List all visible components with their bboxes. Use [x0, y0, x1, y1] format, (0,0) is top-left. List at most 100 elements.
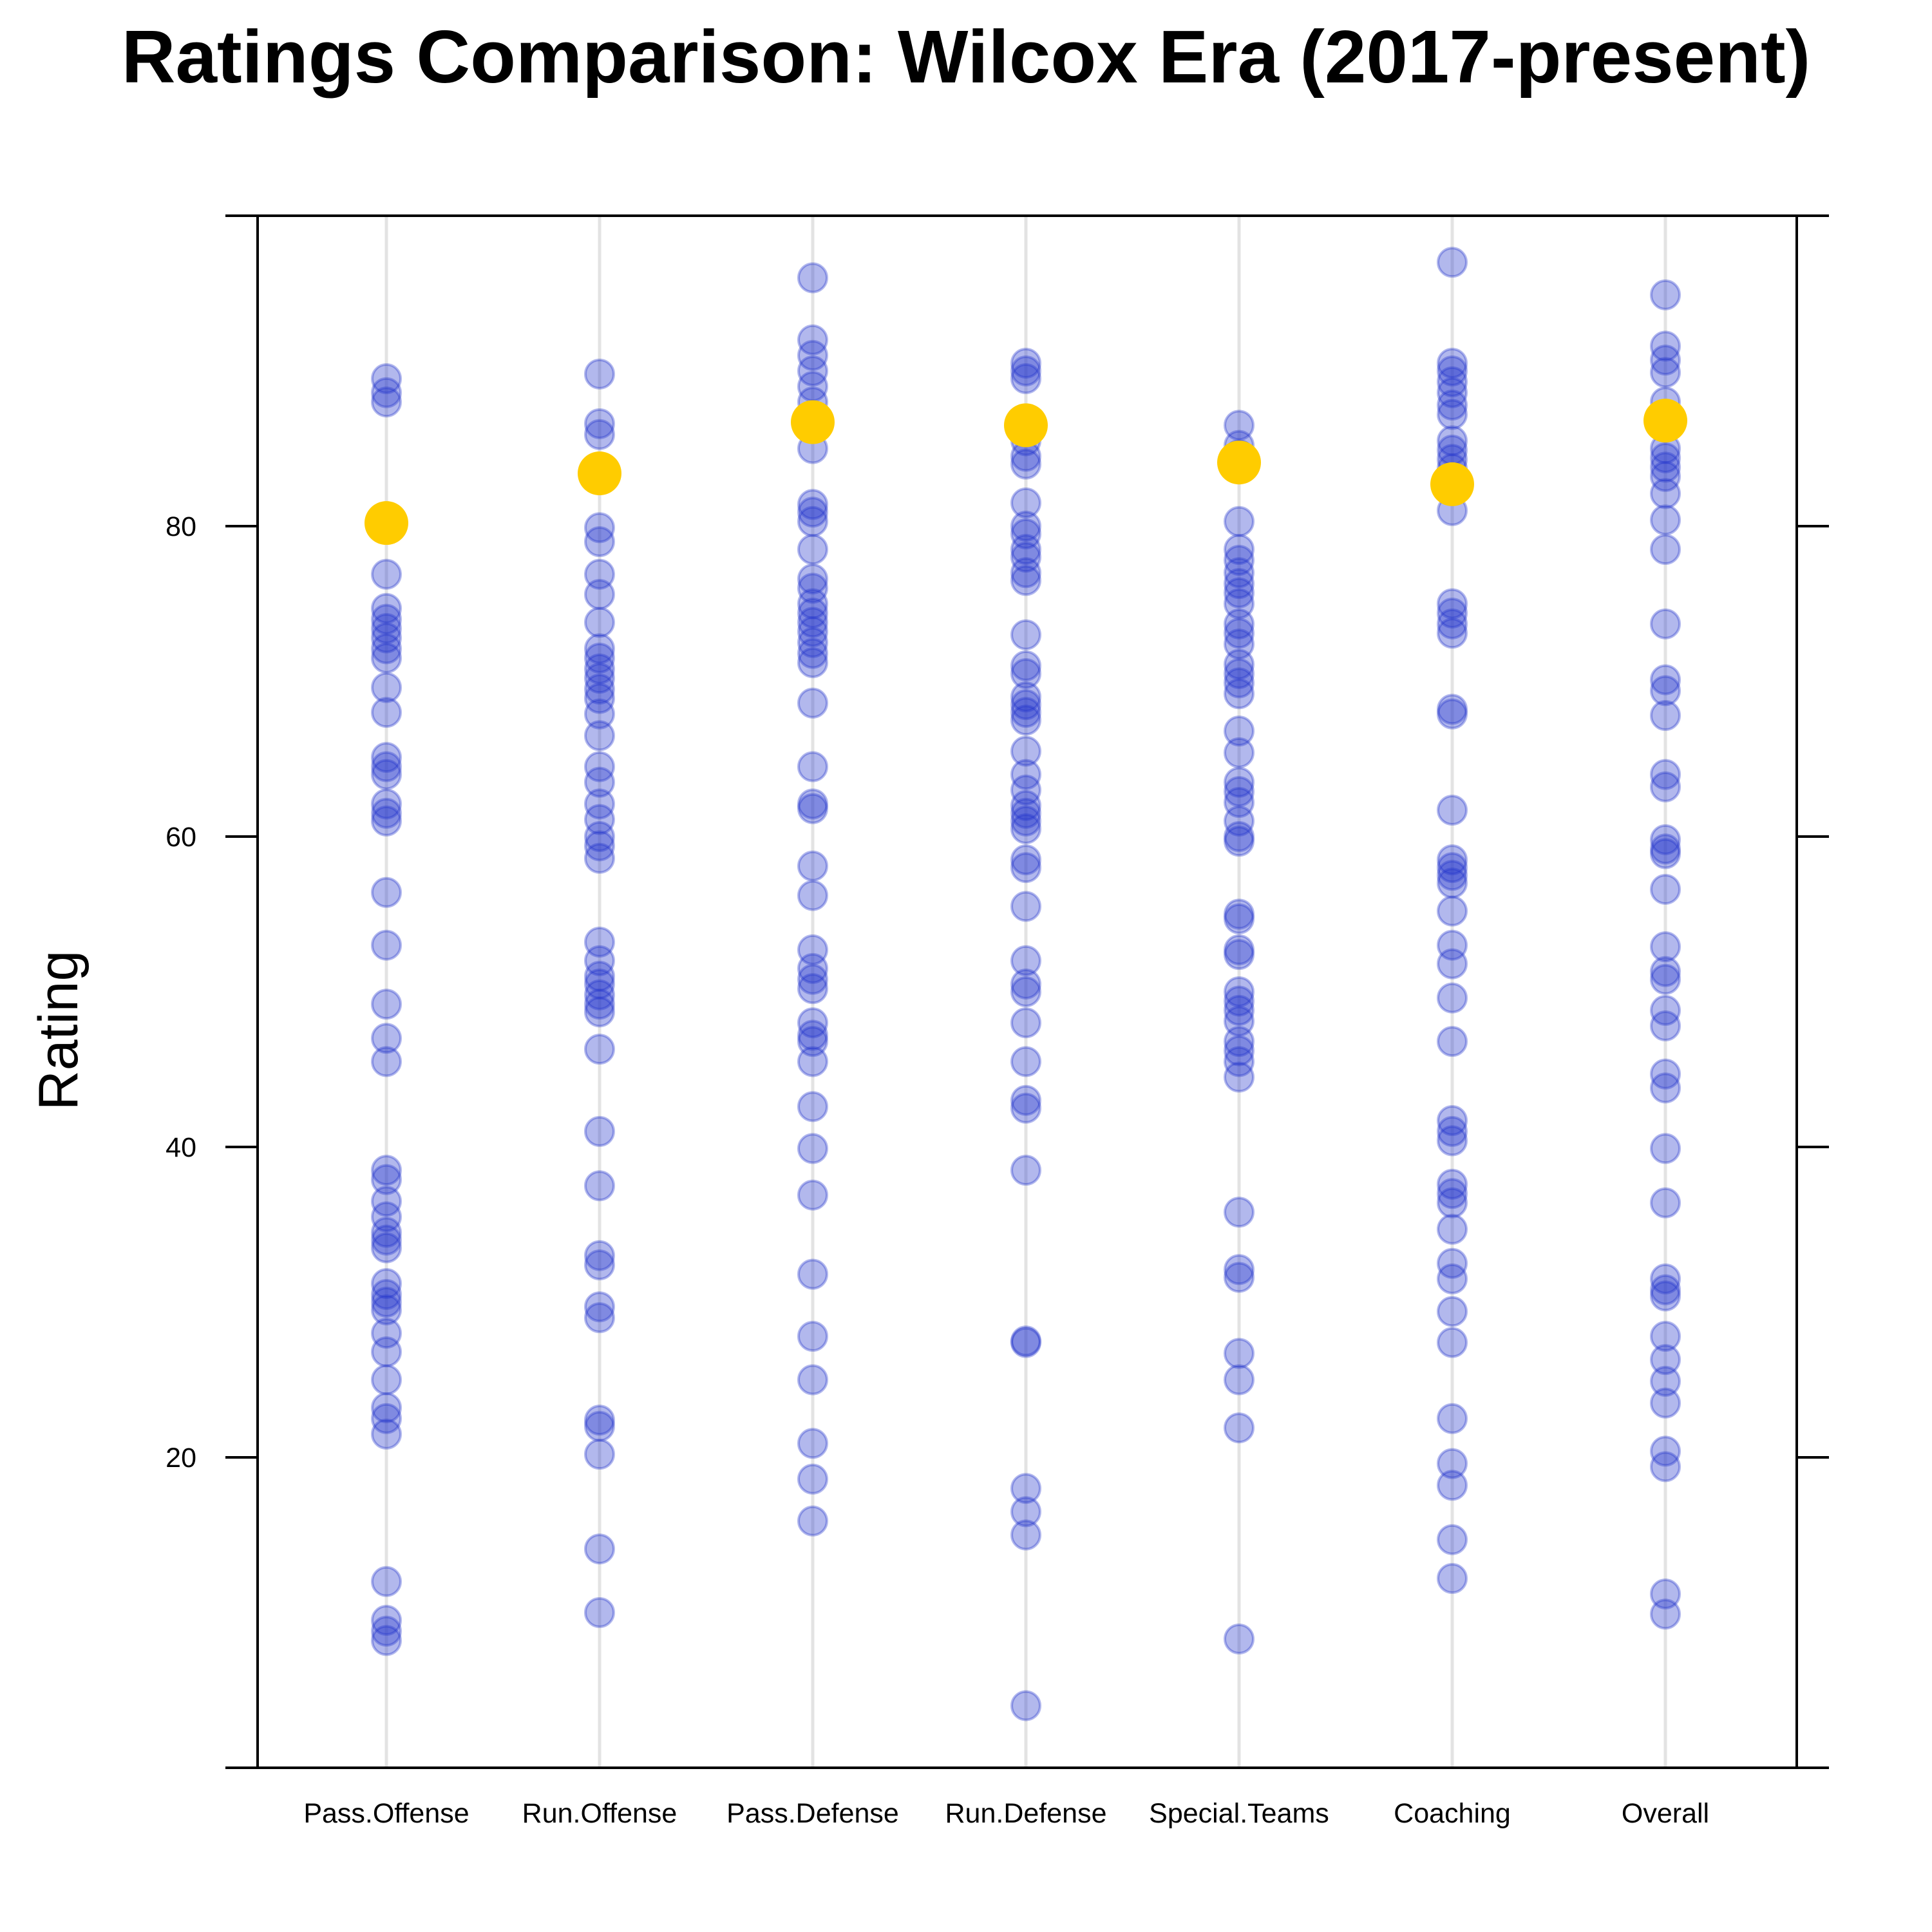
rating-point: [584, 821, 615, 852]
rating-point: [584, 751, 615, 782]
rating-point: [1650, 700, 1681, 732]
rating-point: [371, 603, 402, 635]
rating-point: [584, 1170, 615, 1202]
rating-point: [1224, 1061, 1255, 1093]
rating-point: [371, 759, 402, 790]
rating-point: [584, 1533, 615, 1565]
rating-point: [797, 563, 828, 594]
rating-point: [1650, 771, 1681, 802]
rating-point: [1010, 565, 1041, 596]
rating-point: [1437, 1470, 1468, 1501]
rating-point: [1010, 1155, 1041, 1186]
rating-point: [584, 945, 615, 976]
rating-point: [1650, 330, 1681, 362]
rating-point: [1437, 1524, 1468, 1555]
rating-point: [1224, 629, 1255, 660]
rating-point: [797, 1019, 828, 1051]
rating-point: [1224, 658, 1255, 689]
average-point-coaching: [1430, 462, 1474, 506]
rating-point: [1437, 948, 1468, 980]
rating-point: [1437, 844, 1468, 876]
rating-point: [1437, 1178, 1468, 1209]
rating-point: [1224, 934, 1255, 965]
rating-point: [1650, 1058, 1681, 1090]
rating-point: [584, 1597, 615, 1628]
rating-point: [1650, 824, 1681, 855]
rating-point: [1650, 956, 1681, 987]
rating-point: [1010, 534, 1041, 565]
rating-point: [371, 633, 402, 665]
rating-point: [1010, 557, 1041, 589]
rating-point: [1224, 534, 1255, 565]
rating-point: [584, 720, 615, 752]
rating-point: [584, 607, 615, 638]
rating-point: [371, 1336, 402, 1368]
rating-point: [1650, 460, 1681, 492]
rating-point: [1650, 1133, 1681, 1164]
rating-point: [371, 1403, 402, 1434]
rating-point: [584, 989, 615, 1020]
rating-point: [371, 1418, 402, 1450]
rating-point: [1010, 1496, 1041, 1528]
average-point-overall: [1643, 399, 1687, 443]
average-markers: [365, 399, 1687, 545]
rating-point: [1224, 786, 1255, 818]
rating-point: [584, 804, 615, 835]
rating-point: [584, 960, 615, 992]
average-point-run-defense: [1004, 403, 1048, 448]
rating-point: [371, 1224, 402, 1256]
rating-point: [1650, 1451, 1681, 1482]
rating-point: [1650, 1435, 1681, 1467]
rating-point: [1437, 852, 1468, 884]
rating-point: [797, 262, 828, 294]
rating-point: [797, 1046, 828, 1077]
rating-point: [371, 1232, 402, 1264]
rating-point: [1650, 1321, 1681, 1352]
rating-point: [1010, 542, 1041, 573]
rating-point: [797, 616, 828, 647]
rating-point: [1010, 689, 1041, 721]
rating-point: [1224, 826, 1255, 857]
rating-point: [1437, 929, 1468, 961]
rating-point: [1650, 994, 1681, 1026]
rating-point: [1010, 511, 1041, 542]
rating-point: [1437, 860, 1468, 891]
average-point-pass-defense: [791, 400, 835, 444]
rating-point: [797, 1258, 828, 1290]
category-label-run-defense: Run.Defense: [945, 1798, 1107, 1829]
rating-point: [1650, 1010, 1681, 1042]
rating-point: [1010, 448, 1041, 480]
rating-point: [1650, 759, 1681, 790]
rating-point: [1224, 939, 1255, 971]
rating-point: [797, 952, 828, 984]
rating-point: [1437, 1187, 1468, 1218]
rating-point: [371, 386, 402, 418]
rating-point: [371, 751, 402, 782]
rating-point: [797, 1133, 828, 1164]
rating-point: [584, 1439, 615, 1470]
rating-point: [1650, 1072, 1681, 1104]
rating-point: [1650, 1344, 1681, 1376]
rating-point: [797, 506, 828, 537]
rating-point: [371, 1217, 402, 1248]
rating-point: [371, 1392, 402, 1423]
rating-point: [1010, 363, 1041, 395]
rating-point: [797, 751, 828, 782]
rating-point: [584, 358, 615, 390]
rating-point: [584, 788, 615, 820]
rating-point: [371, 1566, 402, 1597]
rating-point: [797, 1321, 828, 1352]
rating-point: [1437, 597, 1468, 629]
rating-point: [1010, 1092, 1041, 1124]
rating-point: [371, 1268, 402, 1300]
rating-point: [1224, 667, 1255, 699]
rating-point: [797, 638, 828, 669]
rating-point: [797, 850, 828, 882]
rating-point: [1437, 399, 1468, 430]
rating-point: [1650, 675, 1681, 706]
rating-point: [1010, 852, 1041, 884]
rating-point: [1437, 698, 1468, 730]
rating-point: [1010, 347, 1041, 379]
y-tick-label-60: 60: [166, 822, 196, 853]
rating-point: [1437, 425, 1468, 457]
